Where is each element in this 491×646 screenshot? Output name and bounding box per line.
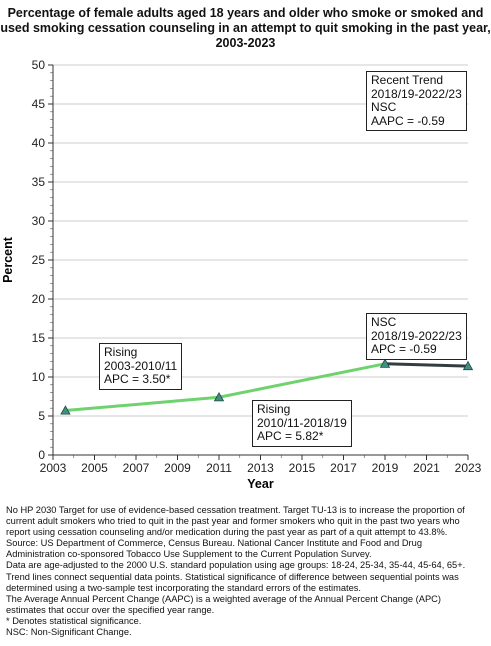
y-tick-label: 50 (32, 58, 46, 72)
footnote-line: Source: US Department of Commerce, Censu… (6, 538, 422, 549)
annotation-line: Rising (257, 402, 291, 416)
trend-segment (63, 395, 221, 413)
annotation-line: 2003-2010/11 (104, 358, 178, 373)
trend-lines (63, 362, 470, 413)
data-point-marker (213, 391, 225, 402)
x-tick-label: 2015 (289, 461, 316, 475)
footnotes: No HP 2030 Target for use of evidence-ba… (6, 505, 488, 638)
chart-title-line-1: Percentage of female adults aged 18 year… (7, 6, 484, 20)
chart-title: Percentage of female adults aged 18 year… (0, 6, 491, 51)
annotation-nsc-2019-2023: NSC 2018/19-2022/23 APC = -0.59 (366, 313, 467, 360)
x-tick-label: 2009 (164, 461, 191, 475)
annotation-recent-trend: Recent Trend 2018/19-2022/23 NSC AAPC = … (366, 71, 467, 131)
x-tick-labels: 2003 2005 2007 2009 2011 2013 2015 2017 2019 2021… (40, 461, 482, 475)
footnote-line: determined using a two-sample test incor… (6, 582, 362, 593)
annotation-line: APC = -0.59 (371, 342, 437, 356)
x-tick-label: 2007 (123, 461, 150, 475)
footnote-line: Data are age-adjusted to the 2000 U.S. s… (6, 560, 466, 571)
annotation-line: APC = 5.82* (257, 429, 324, 443)
x-tick-label: 2019 (372, 461, 399, 475)
annotation-line: AAPC = -0.59 (371, 113, 445, 128)
x-tick-label: 2011 (206, 461, 232, 475)
y-tick-label: 35 (32, 175, 46, 189)
data-markers (60, 358, 474, 415)
trend-segment (383, 362, 470, 368)
footnote-line: Trend lines connect sequential data poin… (6, 571, 459, 582)
chart-title-line-3: 2003-2023 (215, 36, 276, 50)
y-tick-label: 10 (32, 370, 46, 384)
y-tick-labels: 0 5 10 15 20 25 30 35 40 45 50 (32, 58, 46, 462)
annotation-line: Rising (104, 345, 138, 359)
annotation-line: 2018/19-2022/23 (371, 86, 462, 101)
x-tick-label: 2005 (81, 461, 108, 475)
annotation-line: 2018/19-2022/23 (371, 328, 462, 343)
data-point-marker (60, 405, 71, 415)
footnote-line: No HP 2030 Target for use of evidence-ba… (6, 505, 465, 515)
y-tick-label: 20 (32, 292, 46, 306)
annotation-line: NSC (371, 100, 397, 114)
footnote-line: estimates that occur over the specified … (6, 604, 215, 615)
x-tick-label: 2017 (330, 461, 357, 475)
data-point-marker (379, 358, 391, 368)
y-tick-label: 30 (32, 214, 46, 228)
x-axis-label: Year (247, 477, 274, 491)
axes (48, 64, 469, 460)
y-tick-label: 45 (32, 97, 46, 111)
chart-title-line-2: used smoking cessation counseling in an … (0, 21, 491, 35)
footnote-line: Administration co-sponsored Tobacco Use … (6, 549, 372, 560)
annotation-line: Recent Trend (371, 73, 444, 87)
x-tick-label: 2003 (40, 461, 67, 475)
footnote-line: NSC: Non-Significant Change. (6, 627, 132, 638)
x-tick-label: 2023 (455, 461, 482, 475)
y-tick-label: 40 (32, 136, 46, 150)
y-tick-label: 25 (32, 253, 46, 267)
x-tick-label: 2013 (247, 461, 274, 475)
y-tick-label: 0 (38, 448, 45, 462)
footnote-line: current adult smokers who tried to quit … (6, 516, 460, 527)
y-axis-label: Percent (1, 236, 15, 283)
footnote-line: report using cessation counseling and/or… (6, 527, 448, 538)
y-tick-label: 15 (32, 331, 46, 345)
footnote-line: * Denotes statistical significance. (6, 615, 142, 626)
annotation-line: NSC (371, 315, 397, 329)
y-tick-label: 5 (38, 409, 45, 423)
line-chart: 0 5 10 15 20 25 30 35 40 45 50 2003 2005 2007 2009 201… (1, 58, 482, 491)
x-tick-label: 2021 (413, 461, 440, 475)
annotation-rising-2011-2019: Rising 2010/11-2018/19 APC = 5.82* (252, 400, 352, 447)
footnote-line: The Average Annual Percent Change (AAPC)… (6, 593, 441, 604)
annotation-line: 2010/11-2018/19 (257, 415, 347, 430)
data-point-marker (462, 360, 474, 371)
annotation-rising-2003-2011: Rising 2003-2010/11 APC = 3.50* (99, 343, 183, 390)
trend-segment (217, 362, 387, 399)
annotation-line: APC = 3.50* (104, 372, 171, 386)
